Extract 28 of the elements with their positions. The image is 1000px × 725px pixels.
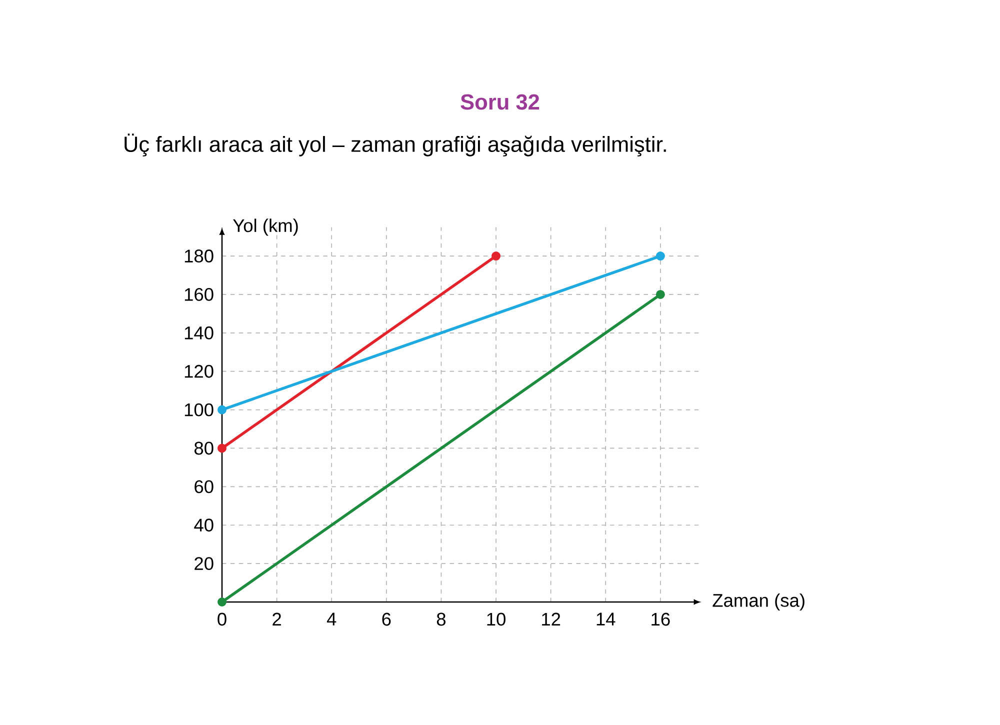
y-tick-label: 100 (184, 403, 214, 416)
x-tick-label: 8 (436, 612, 446, 626)
y-axis-title: Yol (km) (232, 218, 298, 236)
chart-title: Soru 32 (460, 94, 540, 110)
x-tick-label: 0 (218, 612, 226, 626)
x-tick-label: 14 (596, 612, 616, 626)
y-tick-label: 140 (184, 326, 214, 340)
y-tick-label: 80 (194, 442, 214, 455)
x-tick-label: 16 (652, 612, 670, 626)
x-tick-label: 4 (326, 612, 336, 626)
y-tick-label: 40 (194, 518, 214, 532)
x-tick-label: 2 (272, 612, 281, 626)
chart-subtitle: Üç farklı araca ait yol – zaman grafiği aşağıda verilmiştir. (124, 134, 666, 156)
y-tick-label: 160 (184, 288, 214, 301)
x-tick-label: 6 (382, 612, 391, 626)
y-tick-label: 60 (194, 480, 214, 494)
point (218, 444, 226, 453)
point (492, 252, 501, 261)
y-tick-label: 180 (184, 250, 214, 262)
point (218, 405, 226, 414)
x-axis-title: Zaman (sa) (712, 593, 804, 611)
x-tick-label: 12 (542, 612, 560, 626)
y-tick-label: 120 (184, 364, 214, 378)
point (656, 290, 665, 299)
point (218, 598, 226, 606)
x-tick-label: 10 (487, 612, 506, 626)
point (656, 252, 665, 261)
y-tick-label: 20 (194, 557, 214, 570)
